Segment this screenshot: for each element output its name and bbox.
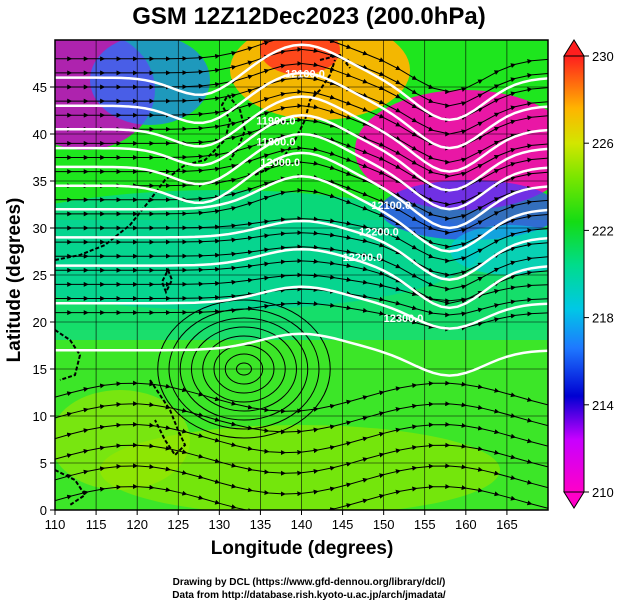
y-tick-label-2: 10	[33, 409, 47, 424]
height-contour-5	[55, 151, 548, 230]
height-contour-8	[55, 247, 548, 310]
x-axis: 110 115 120 125 130 135 140 145 150 155 160 165	[45, 510, 518, 532]
colorbar-top-arrow	[563, 39, 585, 57]
height-contour-3	[55, 114, 548, 192]
height-contours	[55, 43, 548, 377]
x-tick-label-4: 130	[208, 517, 230, 532]
contour-label-7: 12300.0	[384, 313, 424, 325]
credit-drawing: Drawing by DCL (https://www.gfd-dennou.o…	[173, 577, 446, 588]
colorbar-tick-label-2: 218	[592, 311, 614, 326]
x-axis-label: Longitude (degrees)	[211, 538, 394, 559]
contour-label-0: 12000.0	[260, 157, 300, 169]
colorbar-tick-label-1: 214	[592, 398, 614, 413]
contour-label-4: 12200.0	[343, 252, 383, 264]
x-tick-label-7: 145	[332, 517, 354, 532]
coastline-southeast-asia	[55, 329, 82, 381]
height-contour-9	[55, 285, 548, 330]
colorbar-tick-label-3: 222	[592, 223, 614, 238]
x-tick-label-0: 110	[45, 517, 66, 532]
streamline-18	[55, 300, 548, 332]
height-contour-7	[55, 219, 548, 281]
colorbar-ticks: 210 214 218 222 226 230	[584, 49, 614, 500]
x-tick-label-2: 120	[126, 517, 148, 532]
y-tick-label-7: 35	[33, 174, 47, 189]
x-tick-label-1: 115	[86, 517, 107, 532]
height-contour-10	[55, 332, 548, 377]
height-contour-2	[55, 95, 548, 173]
y-tick-label-9: 45	[33, 80, 47, 95]
y-tick-label-1: 5	[40, 456, 47, 471]
x-tick-label-6: 140	[291, 517, 313, 532]
streamline-32	[55, 483, 548, 510]
x-tick-label-8: 150	[373, 517, 395, 532]
contour-label-3: 11800.0	[256, 136, 295, 148]
contour-label-6: 12200.0	[359, 227, 399, 239]
contour-label-1: 12100.0	[285, 69, 325, 81]
colorbar-bottom-arrow	[563, 491, 585, 509]
height-contour-6	[55, 175, 548, 253]
x-tick-label-9: 155	[414, 517, 436, 532]
y-tick-label-6: 30	[33, 221, 47, 236]
colorbar-tick-label-5: 230	[592, 49, 614, 64]
chart-title: GSM 12Z12Dec2023 (200.0hPa)	[132, 3, 486, 30]
x-tick-label-11: 165	[496, 517, 518, 532]
y-tick-label-3: 15	[33, 362, 47, 377]
height-contour-4	[55, 132, 548, 211]
y-tick-label-0: 0	[40, 503, 47, 518]
x-tick-label-5: 135	[250, 517, 272, 532]
y-axis: 0 5 10 15 20 25 30 35 40 45	[33, 80, 55, 518]
credit-data: Data from http://database.rish.kyoto-u.a…	[172, 590, 446, 601]
height-contour-1	[55, 71, 548, 150]
x-tick-label-3: 125	[167, 517, 189, 532]
colorbar-tick-label-0: 210	[592, 485, 614, 500]
y-tick-label-8: 40	[33, 127, 47, 142]
y-tick-label-4: 20	[33, 315, 47, 330]
contour-label-2: 11900.0	[256, 116, 295, 128]
colorbar: 210 214 218 222 226 230	[563, 39, 614, 509]
temperature-field	[55, 40, 548, 510]
height-contour-0	[55, 43, 548, 122]
contour-labels: 12000.0 12100.0 11900.0 11800.0 12200.0 12100…	[256, 69, 423, 325]
colorbar-tick-label-4: 226	[592, 136, 614, 151]
x-tick-label-10: 160	[455, 517, 477, 532]
y-tick-label-5: 25	[33, 268, 47, 283]
colorbar-body	[563, 55, 585, 493]
contour-label-5: 12100.0	[371, 200, 411, 212]
streamline-19	[235, 362, 252, 376]
y-axis-label: Latitude (degrees)	[4, 198, 25, 363]
